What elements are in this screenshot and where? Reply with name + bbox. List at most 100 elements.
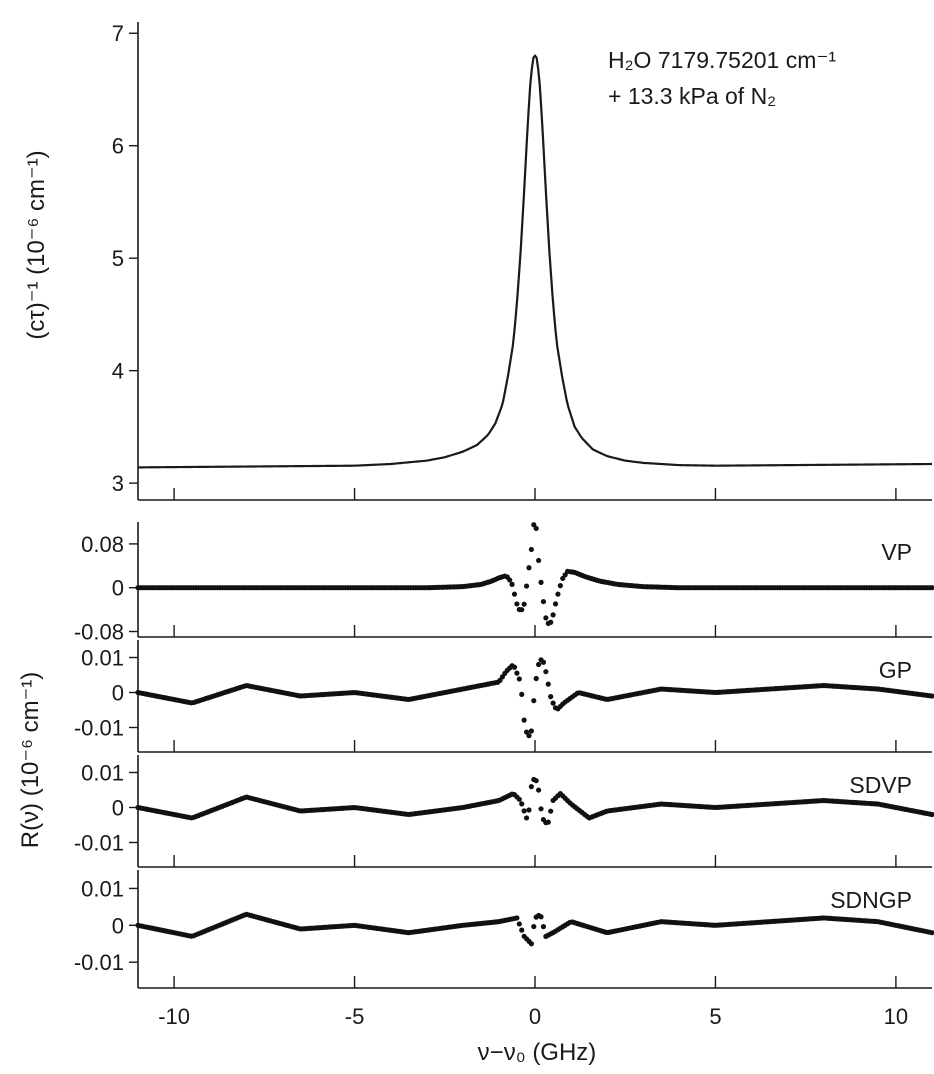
y-tick-label: 0 — [112, 576, 124, 601]
data-point — [511, 664, 518, 670]
y-tick-label: 0 — [112, 796, 124, 821]
data-point — [514, 670, 520, 676]
y-tick-label: 0.01 — [81, 761, 124, 786]
data-point — [521, 808, 527, 814]
data-point — [538, 806, 544, 812]
data-point — [516, 676, 522, 682]
data-point — [538, 914, 544, 920]
y-tick-label: 7 — [112, 21, 124, 46]
data-point — [929, 585, 934, 591]
data-point — [536, 557, 542, 564]
data-point — [548, 619, 554, 625]
data-point — [543, 615, 549, 621]
data-point — [533, 525, 539, 532]
y-tick-label: -0.08 — [74, 620, 124, 645]
spectrum-line — [137, 53, 933, 469]
data-point — [519, 927, 525, 933]
data-point — [555, 591, 561, 597]
data-point — [523, 583, 530, 589]
residual-y-axis-title: R(ν) (10⁻⁶ cm⁻¹) — [17, 672, 44, 849]
y-tick-label: 0 — [112, 681, 124, 706]
data-point — [531, 923, 537, 930]
y-tick-label: 0 — [112, 913, 124, 938]
data-point — [514, 601, 520, 607]
top-y-axis-title: (cτ)⁻¹ (10⁻⁶ cm⁻¹) — [23, 150, 50, 339]
data-point — [519, 691, 525, 698]
y-tick-label: 0.08 — [81, 532, 124, 557]
panel-label-vp: VP — [881, 539, 912, 565]
data-point — [536, 787, 542, 793]
panel-top: 3 4 5 6 7 — [112, 21, 933, 501]
data-point — [526, 807, 532, 813]
y-tick-label: -0.01 — [74, 950, 124, 975]
y-tick-label: 6 — [112, 134, 124, 159]
x-tick-label: -5 — [345, 1004, 365, 1029]
panel-sdvp: 0.01 0 -0.01 SDVP — [74, 755, 934, 868]
data-point — [523, 729, 530, 735]
data-point — [929, 811, 934, 818]
y-tick-label: 5 — [112, 246, 124, 271]
residual-points — [135, 776, 934, 826]
data-point — [528, 546, 534, 553]
panel-label-sdngp: SDNGP — [830, 887, 912, 913]
data-point — [540, 598, 547, 605]
data-point — [929, 693, 934, 699]
data-point — [507, 577, 513, 583]
panel-label-gp: GP — [879, 657, 912, 683]
x-tick-label: 5 — [709, 1004, 721, 1029]
panel-gp: 0.01 0 -0.01 GP — [74, 640, 934, 753]
data-point — [528, 784, 534, 790]
y-tick-label: 0.01 — [81, 876, 124, 901]
data-point — [521, 717, 527, 723]
data-point — [550, 700, 556, 706]
data-point — [516, 921, 522, 927]
data-point — [550, 612, 556, 618]
data-point — [531, 698, 537, 704]
annotation-line-1: H₂O 7179.75201 cm⁻¹ — [608, 47, 837, 73]
data-point — [557, 583, 563, 589]
y-tick-label: -0.01 — [74, 716, 124, 741]
panel-vp: 0.08 0 -0.08 VP — [74, 522, 934, 645]
data-point — [540, 659, 547, 665]
y-tick-label: 4 — [112, 359, 124, 384]
y-tick-label: -0.01 — [74, 831, 124, 856]
data-point — [531, 522, 537, 528]
x-tick-label: 0 — [529, 1004, 541, 1029]
data-point — [511, 591, 518, 597]
data-point — [519, 607, 525, 613]
data-point — [548, 694, 554, 700]
data-point — [528, 728, 534, 734]
data-point — [536, 661, 542, 668]
data-point — [929, 930, 934, 936]
data-point — [540, 924, 547, 930]
data-point — [533, 778, 539, 784]
data-point — [516, 796, 522, 802]
panels: 3 4 5 6 7 0.08 0 -0.08 VP 0.01 0 -0.01 GP 0.01 0 -0.01 S… — [74, 21, 934, 1029]
panel-label-sdvp: SDVP — [849, 772, 912, 798]
data-point — [519, 801, 525, 807]
data-point — [526, 565, 532, 571]
data-point — [552, 601, 559, 607]
panel-sdngp: 0.01 0 -0.01 SDNGP — [74, 870, 934, 989]
residual-points — [135, 522, 934, 627]
data-point — [509, 581, 515, 587]
data-point — [514, 915, 520, 921]
x-tick-label: 10 — [884, 1004, 908, 1029]
data-point — [560, 575, 566, 582]
residual-points — [135, 657, 934, 739]
residual-points — [135, 911, 934, 947]
y-tick-label: 3 — [112, 471, 124, 496]
data-point — [548, 808, 554, 814]
data-point — [523, 815, 530, 821]
data-point — [543, 669, 549, 675]
data-point — [545, 819, 551, 825]
data-point — [528, 941, 534, 947]
data-point — [545, 681, 551, 687]
x-axis-title: ν−ν₀ (GHz) — [478, 1039, 597, 1066]
y-tick-label: 0.01 — [81, 646, 124, 671]
data-point — [526, 733, 532, 739]
data-point — [533, 675, 539, 682]
annotation-line-2: + 13.3 kPa of N₂ — [608, 83, 776, 109]
x-tick-label: -10 — [158, 1004, 190, 1029]
